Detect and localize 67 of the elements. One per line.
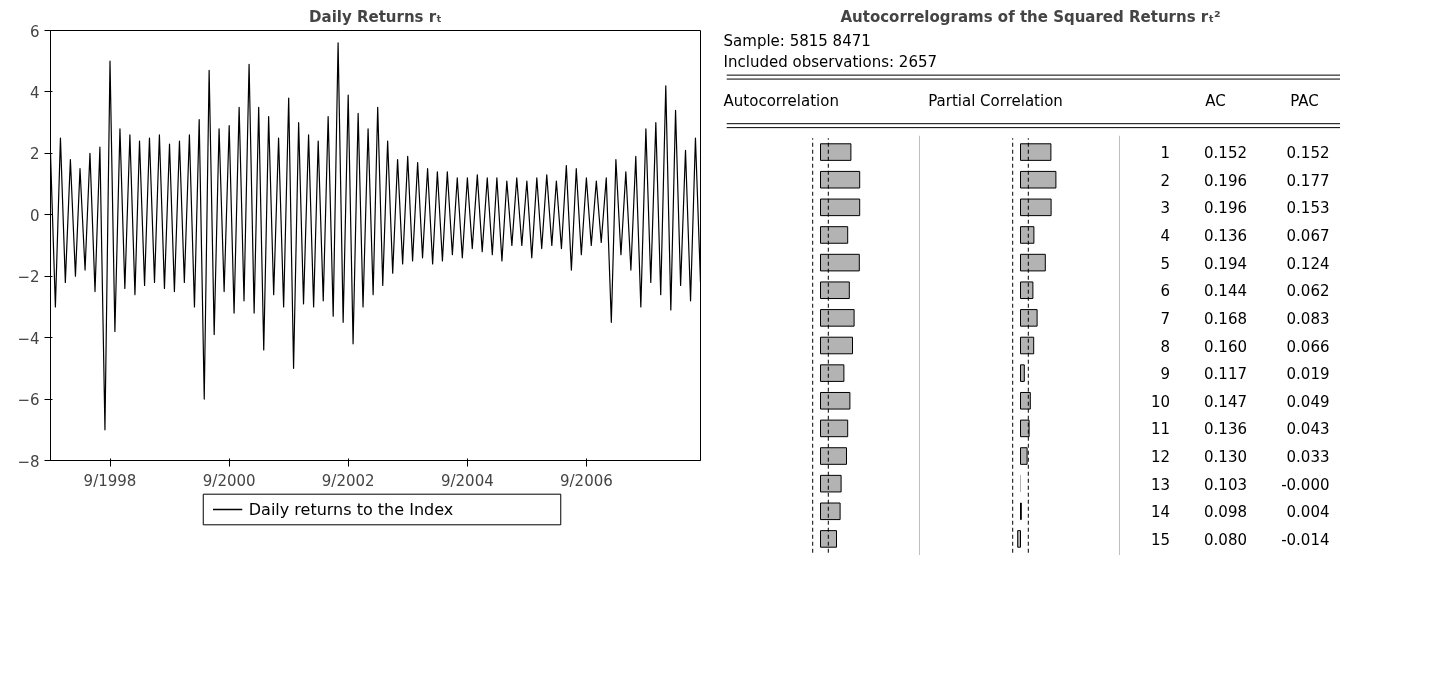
data-label: 0.083 xyxy=(1286,309,1330,328)
data-label: 0.153 xyxy=(1286,199,1330,218)
y-tick-label: −8 xyxy=(17,452,40,471)
y-tick-label: 3 xyxy=(1160,199,1170,218)
y-tick-label: 10 xyxy=(1150,392,1171,411)
y-tick-label: 11 xyxy=(1150,420,1171,439)
y-tick-label: 14 xyxy=(1150,503,1171,522)
legend-label: Daily returns to the Index xyxy=(248,500,454,519)
y-tick-label: 6 xyxy=(29,22,40,41)
y-tick-label: 6 xyxy=(1160,282,1170,301)
data-label: 0.062 xyxy=(1286,282,1330,301)
chart-title: Daily Returns rₜ xyxy=(309,7,442,26)
y-tick-label: 7 xyxy=(1160,309,1170,328)
data-label: 0.103 xyxy=(1204,475,1248,494)
y-tick-label: −2 xyxy=(17,268,40,287)
y-tick-label: 4 xyxy=(29,83,40,102)
text: PAC xyxy=(1290,92,1319,111)
y-tick-label: 15 xyxy=(1150,530,1171,549)
y-tick-label: 2 xyxy=(1160,171,1170,190)
data-label: 0.080 xyxy=(1204,530,1248,549)
data-label: 0.160 xyxy=(1204,337,1248,356)
data-label: 0.136 xyxy=(1204,226,1248,245)
y-tick-label: 9 xyxy=(1160,365,1170,384)
data-label: -0.014 xyxy=(1281,530,1330,549)
y-tick-label: 12 xyxy=(1150,448,1171,467)
x-tick-label: 9/2004 xyxy=(440,471,494,490)
text: Sample: 5815 8471 xyxy=(723,32,871,50)
data-label: 0.098 xyxy=(1204,503,1248,522)
data-label: 0.196 xyxy=(1204,171,1248,190)
x-tick-label: 9/2006 xyxy=(559,471,613,490)
data-label: 0.136 xyxy=(1204,420,1248,439)
y-tick-label: 1 xyxy=(1160,144,1170,163)
data-label: 0.168 xyxy=(1204,309,1248,328)
data-label: 0.177 xyxy=(1286,171,1330,190)
data-label: 0.019 xyxy=(1286,365,1330,384)
data-label: 0.194 xyxy=(1204,254,1248,273)
data-label: 0.152 xyxy=(1204,144,1248,163)
text: Included observations: 2657 xyxy=(723,53,938,71)
y-tick-label: −6 xyxy=(17,391,40,410)
data-label: 0.144 xyxy=(1204,282,1248,301)
data-label: 0.152 xyxy=(1286,144,1330,163)
data-label: 0.049 xyxy=(1286,392,1330,411)
data-label: 0.124 xyxy=(1286,254,1330,273)
y-tick-label: 5 xyxy=(1160,254,1170,273)
data-label: 0.130 xyxy=(1204,448,1248,467)
data-label: 0.043 xyxy=(1286,420,1330,439)
y-tick-label: −4 xyxy=(17,329,40,348)
x-tick-label: 9/1998 xyxy=(83,471,137,490)
text: AC xyxy=(1205,92,1226,111)
x-tick-label: 9/2002 xyxy=(321,471,375,490)
x-tick-label: 9/2000 xyxy=(202,471,256,490)
x-axis-title: Autocorrelation xyxy=(723,92,839,111)
data-label: 0.004 xyxy=(1286,503,1330,522)
y-tick-label: 4 xyxy=(1160,226,1170,245)
data-label: 0.147 xyxy=(1204,392,1248,411)
data-label: 0.067 xyxy=(1286,226,1330,245)
data-label: 0.117 xyxy=(1204,365,1248,384)
y-tick-label: 2 xyxy=(29,145,40,164)
data-label: 0.033 xyxy=(1286,448,1330,467)
data-label: -0.000 xyxy=(1281,475,1330,494)
y-tick-label: 0 xyxy=(29,206,40,225)
data-label: 0.066 xyxy=(1286,337,1330,356)
x-axis-title: Partial Correlation xyxy=(928,92,1063,111)
data-label: 0.196 xyxy=(1204,199,1248,218)
text: Autocorrelograms of the Squared Returns rₜ² xyxy=(840,7,1221,26)
y-tick-label: 13 xyxy=(1150,475,1171,494)
y-tick-label: 8 xyxy=(1160,337,1170,356)
